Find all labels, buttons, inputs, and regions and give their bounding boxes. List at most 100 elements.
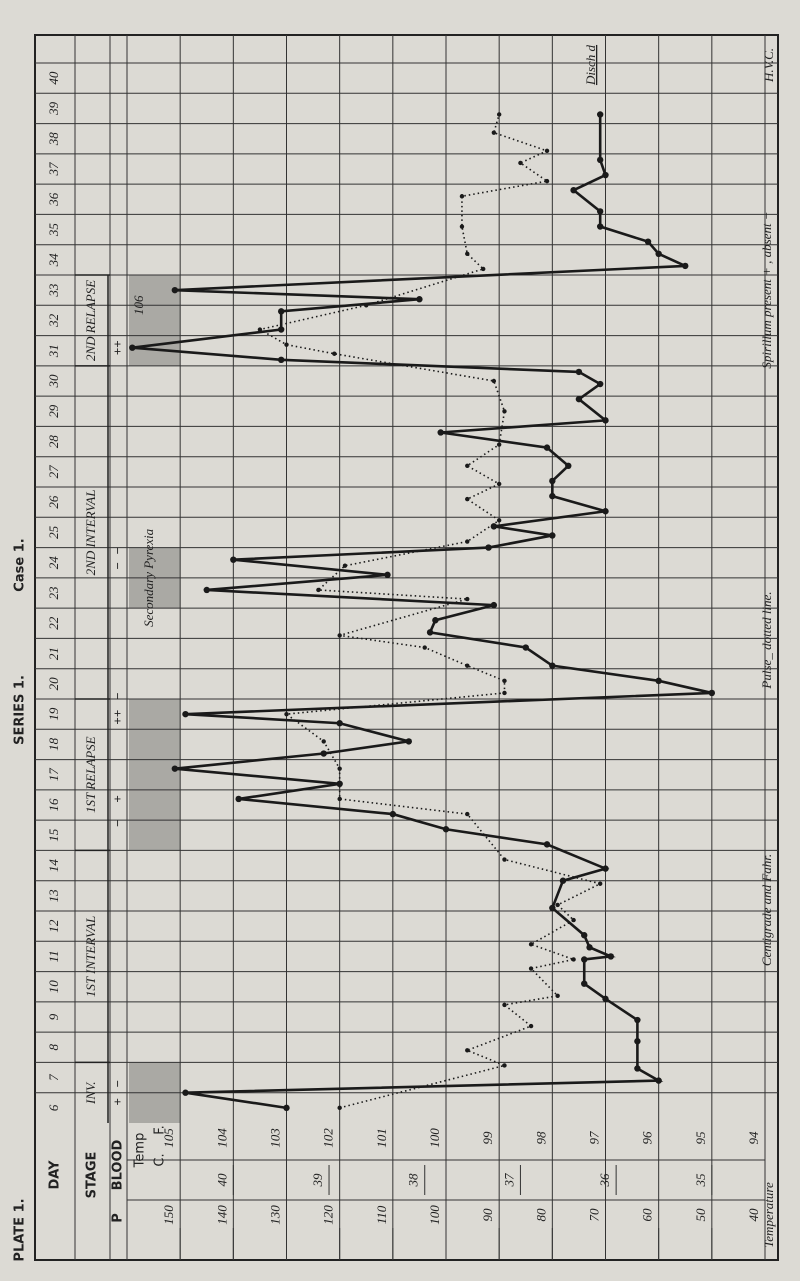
pulse-tick-label: 150 (161, 1205, 176, 1225)
data-point (544, 178, 550, 184)
data-point (277, 326, 285, 333)
data-point (634, 1016, 641, 1024)
data-point (602, 865, 609, 872)
data-point (437, 429, 444, 436)
blood-mark: − (110, 819, 125, 826)
stage-label: 2ND RELAPSE (83, 280, 98, 361)
data-point (320, 750, 327, 757)
data-point (277, 308, 285, 315)
centigrade-tick-label: 38 (406, 1173, 421, 1188)
temp-tick-label: 96 (640, 1131, 655, 1145)
data-point (655, 677, 662, 685)
footer-note: Centigrade and Fahr. (759, 854, 774, 966)
data-point (459, 194, 465, 199)
pulse-line (257, 114, 603, 1109)
data-point (502, 1063, 507, 1068)
data-point (316, 587, 321, 593)
centigrade-tick-label: 40 (214, 1173, 229, 1187)
temp-tick-label: 94 (746, 1131, 761, 1145)
series-label: SERIES 1. (13, 675, 28, 745)
day-label: 12 (46, 919, 61, 933)
data-point (465, 811, 470, 817)
day-label: 8 (46, 1044, 61, 1051)
data-point (502, 690, 507, 696)
day-header: DAY (48, 1160, 63, 1190)
day-label: 14 (46, 859, 61, 873)
pulse-tick-label: 70 (586, 1208, 601, 1222)
stage-label: 1ST RELAPSE (83, 736, 98, 813)
day-label: 27 (46, 465, 61, 479)
data-point (655, 250, 662, 257)
pulse-header: P (111, 1213, 126, 1223)
temp-tick-label: 102 (321, 1128, 336, 1148)
data-point (502, 678, 507, 684)
data-point (337, 1105, 342, 1111)
pulse-tick-label: 40 (746, 1208, 761, 1222)
data-point (596, 111, 604, 118)
pulse-tick-label: 120 (321, 1205, 336, 1225)
data-point (465, 663, 470, 668)
centigrade-tick-label: 35 (693, 1173, 708, 1188)
data-point (284, 711, 289, 717)
data-point (544, 148, 550, 154)
day-label: 6 (46, 1104, 61, 1111)
data-point (336, 720, 343, 727)
day-label: 28 (46, 435, 61, 449)
day-label: 18 (46, 737, 61, 751)
stage-label: 2ND INTERVAL (83, 490, 98, 576)
stage-header: STAGE (85, 1152, 100, 1199)
data-point (634, 1065, 641, 1072)
data-point (182, 1089, 189, 1096)
data-point (203, 586, 210, 594)
data-point (465, 496, 470, 502)
day-label: 21 (46, 647, 61, 660)
centigrade-tick-label: 36 (597, 1173, 612, 1188)
data-point (581, 980, 588, 987)
data-point (389, 810, 397, 818)
data-point (465, 251, 470, 256)
relapse-shading (129, 699, 181, 851)
data-point (528, 966, 534, 971)
data-point (257, 327, 263, 332)
pulse-tick-label: 140 (214, 1205, 229, 1225)
data-point (426, 629, 434, 636)
data-point (602, 417, 609, 424)
data-point (277, 356, 285, 363)
data-point (284, 342, 289, 347)
day-label: 10 (46, 980, 61, 994)
day-label: 22 (46, 616, 61, 630)
data-point (575, 395, 583, 403)
data-point (171, 765, 179, 772)
data-point (459, 224, 465, 229)
data-point (602, 995, 609, 1003)
data-point (522, 644, 529, 651)
data-point (496, 518, 502, 523)
blood-mark: + (110, 1098, 125, 1105)
day-label: 34 (46, 253, 61, 268)
data-point (364, 303, 369, 308)
data-point (337, 766, 342, 771)
day-label: 25 (46, 525, 61, 539)
data-point (602, 508, 609, 515)
data-point (235, 795, 242, 803)
data-point (337, 633, 342, 638)
data-point (502, 857, 507, 862)
data-point (543, 444, 551, 451)
pulse-tick-label: 60 (640, 1208, 655, 1222)
data-point (496, 481, 502, 487)
data-point (182, 710, 189, 718)
day-label: 30 (46, 374, 61, 389)
data-point (465, 463, 470, 468)
footer-note: Spirillum present + , absent − (759, 211, 774, 368)
data-point (602, 171, 609, 179)
data-point (549, 532, 556, 539)
data-point (321, 739, 326, 744)
day-label: 40 (46, 71, 61, 85)
pulse-tick-label: 80 (533, 1208, 548, 1222)
data-point (655, 1077, 662, 1084)
data-point (565, 462, 572, 469)
data-point (332, 351, 337, 356)
data-point (549, 904, 556, 912)
data-point (384, 571, 391, 579)
